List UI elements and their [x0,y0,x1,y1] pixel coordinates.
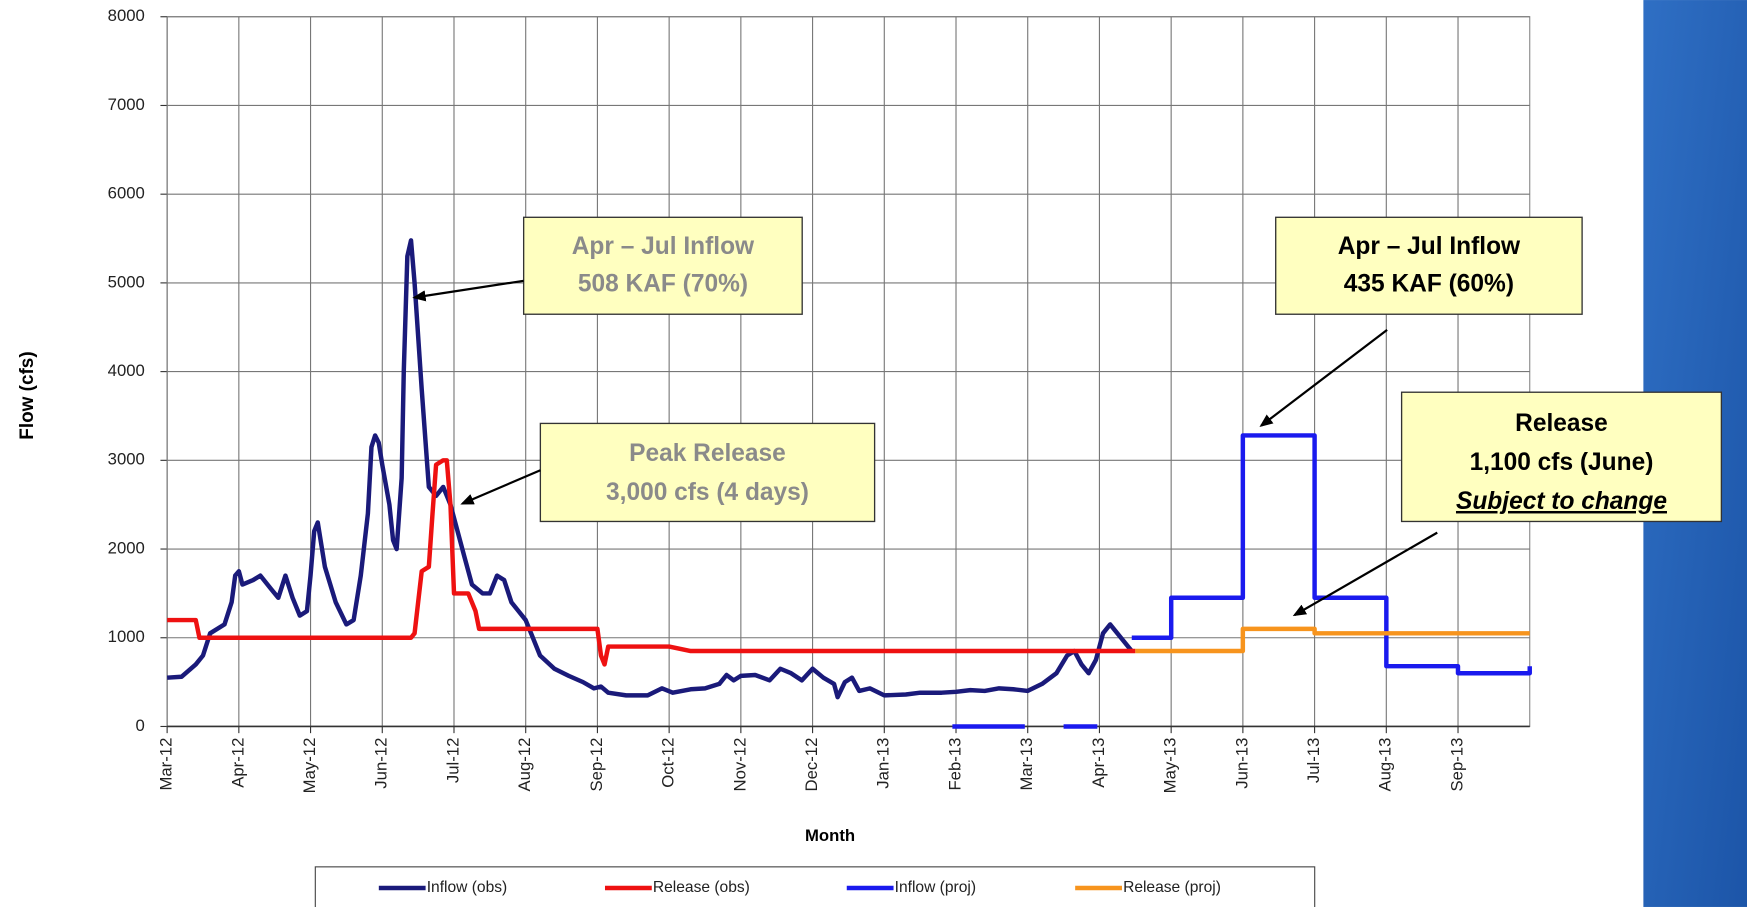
annotation-text: 1,100 cfs (June) [1470,449,1654,476]
annotation-box [522,216,803,315]
annotation-text: Peak Release [629,440,786,467]
annotation-text: Subject to change [1456,488,1667,515]
x-tick-label: Mar-13 [1017,738,1036,791]
x-tick-label: Jun-12 [372,738,391,789]
x-tick-label: Jul-12 [443,738,462,784]
annotation-box [1275,216,1583,315]
y-tick-label: 4000 [108,361,145,380]
x-tick-label: Aug-12 [515,738,534,792]
x-tick-label: Mar-12 [157,738,176,791]
x-tick-label: Jul-13 [1304,738,1323,784]
annotation-arrow [412,279,524,302]
annotation-box [1400,391,1723,523]
y-axis-label: Flow (cfs) [17,351,38,439]
series-line [166,238,1134,700]
x-tick-label: Jun-13 [1232,738,1251,789]
x-tick-label: Oct-12 [659,738,678,788]
series-line [167,458,1136,667]
annotation-box [539,422,876,523]
legend-label: Release (proj) [1123,879,1221,896]
y-tick-label: 2000 [108,538,145,557]
annotation-text: 508 KAF (70%) [578,271,748,298]
series-line [952,433,1532,729]
annotation-arrow [460,469,541,505]
y-tick-label: 8000 [108,6,145,25]
legend-label: Inflow (obs) [427,879,508,896]
annotation-arrow [1259,328,1388,427]
annotation-arrow [1292,531,1438,617]
y-tick-label: 5000 [108,272,145,291]
x-axis-label: Month [805,826,855,845]
x-tick-label: Nov-12 [730,738,749,792]
annotation-text: 3,000 cfs (4 days) [606,479,809,506]
y-tick-label: 0 [136,716,145,735]
legend-box [314,866,1316,907]
y-tick-label: 1000 [108,627,145,646]
x-tick-label: May-13 [1161,738,1180,794]
x-tick-label: Sep-13 [1447,738,1466,792]
y-tick-label: 7000 [108,95,145,114]
legend-label: Release (obs) [653,879,750,896]
y-tick-label: 3000 [108,450,145,469]
series-line [1135,626,1530,654]
x-tick-label: Apr-12 [228,738,247,788]
annotation-text: Release [1515,410,1608,437]
x-tick-label: May-12 [300,738,319,794]
annotation-text: 435 KAF (60%) [1344,271,1514,298]
annotation-text: Apr – Jul Inflow [572,233,755,260]
x-tick-label: Dec-12 [802,738,821,792]
x-tick-label: Apr-13 [1089,738,1108,788]
annotation-text: Apr – Jul Inflow [1338,233,1521,260]
x-tick-label: Jan-13 [874,738,893,789]
legend-label: Inflow (proj) [895,879,976,896]
x-tick-label: Feb-13 [945,738,964,791]
x-tick-label: Sep-12 [587,738,606,792]
x-tick-label: Aug-13 [1376,738,1395,792]
y-tick-label: 6000 [108,184,145,203]
